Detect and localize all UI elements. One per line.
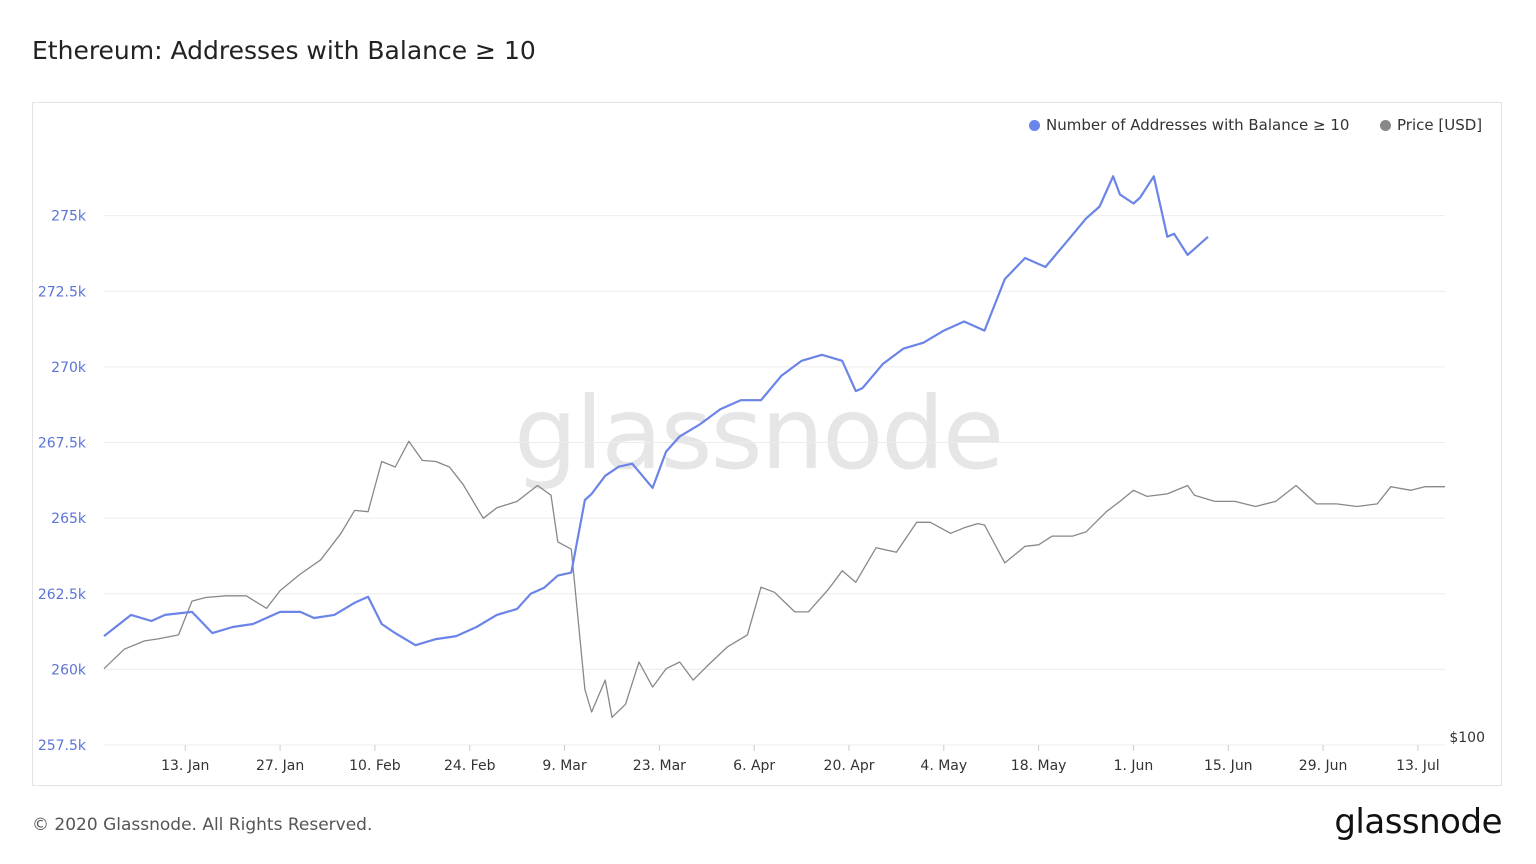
x-tick-label: 1. Jun	[1114, 758, 1154, 774]
x-tick-label: 13. Jul	[1396, 758, 1440, 774]
y-tick-label: 270k	[51, 360, 87, 376]
x-tick-label: 23. Mar	[633, 758, 686, 774]
chart-frame	[32, 102, 1502, 786]
x-tick-label: 4. May	[920, 758, 967, 774]
legend-label-addresses: Number of Addresses with Balance ≥ 10	[1046, 116, 1350, 134]
series-lines	[103, 175, 1445, 718]
y-tick-label: 272.5k	[38, 284, 87, 300]
y-tick-label: 260k	[51, 662, 87, 678]
x-tick-label: 29. Jun	[1299, 758, 1348, 774]
price-line	[103, 440, 1445, 718]
x-tick-label: 20. Apr	[824, 758, 875, 774]
y-axis-right-tick-label: $100	[1449, 730, 1485, 746]
y-tick-label: 267.5k	[38, 436, 87, 452]
legend-dot-addresses	[1029, 119, 1040, 131]
legend-item-price[interactable]: Price [USD]	[1380, 116, 1482, 134]
x-tick-label: 15. Jun	[1204, 758, 1253, 774]
x-tick-label: 13. Jan	[161, 758, 209, 774]
x-tick-label: 10. Feb	[349, 758, 401, 774]
legend-label-price: Price [USD]	[1397, 116, 1483, 134]
grid-lines	[104, 215, 1445, 746]
y-tick-label: 257.5k	[38, 738, 87, 754]
legend-dot-price	[1380, 119, 1391, 131]
x-tick-label: 6. Apr	[733, 758, 775, 774]
addresses-line	[103, 175, 1209, 647]
chart-title: Ethereum: Addresses with Balance ≥ 10	[32, 36, 536, 65]
y-tick-label: 265k	[51, 511, 87, 527]
y-tick-label: 275k	[51, 209, 87, 225]
legend-item-addresses[interactable]: Number of Addresses with Balance ≥ 10	[1029, 116, 1349, 134]
watermark: glassnode	[514, 375, 1004, 492]
copyright: © 2020 Glassnode. All Rights Reserved.	[32, 815, 373, 835]
x-axis-ticks: 13. Jan 27. Jan 10. Feb 24. Feb 9. Mar 23. Ma…	[161, 745, 1440, 774]
y-axis-left-ticks: 257.5k 260k 262.5k 265k 267.5k 270k 272.5k 275k	[38, 209, 87, 754]
x-tick-label: 18. May	[1011, 758, 1067, 774]
brand-logo[interactable]: glassnode	[1334, 802, 1502, 842]
y-tick-label: 262.5k	[38, 587, 87, 603]
x-tick-label: 9. Mar	[542, 758, 586, 774]
x-tick-label: 24. Feb	[444, 758, 496, 774]
x-tick-label: 27. Jan	[256, 758, 304, 774]
